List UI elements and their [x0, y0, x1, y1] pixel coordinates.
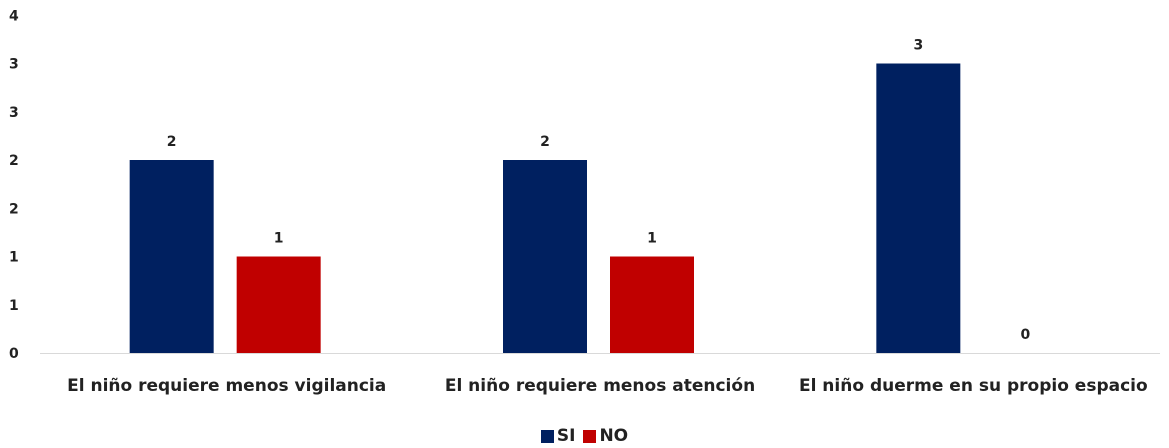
- x-category-label: El niño requiere menos atención: [445, 376, 755, 396]
- data-label: 1: [647, 231, 657, 247]
- legend-label: NO: [599, 426, 629, 446]
- legend-swatch: [583, 429, 597, 443]
- x-category-label: El niño requiere menos vigilancia: [67, 376, 386, 396]
- y-tick-label: 1: [9, 298, 19, 314]
- y-tick-label: 4: [9, 8, 19, 24]
- y-tick-label: 2: [9, 201, 19, 217]
- data-label: 1: [274, 231, 284, 247]
- legend-item-no: NO: [583, 426, 628, 446]
- legend-label: SI: [556, 426, 576, 446]
- data-label: 2: [167, 134, 177, 150]
- data-label: 3: [913, 38, 923, 54]
- x-category-label: El niño duerme en su propio espacio: [799, 376, 1148, 396]
- bar-no: [236, 256, 321, 353]
- y-tick-label: 3: [9, 105, 19, 121]
- bar-si: [503, 160, 587, 353]
- bar-si: [876, 63, 961, 353]
- data-label: 2: [540, 134, 550, 150]
- y-tick-label: 3: [9, 57, 19, 73]
- y-tick-label: 2: [9, 153, 19, 169]
- legend-item-si: SI: [540, 426, 576, 446]
- y-tick-label: 1: [9, 250, 19, 266]
- bar-si: [129, 160, 214, 353]
- legend-swatch: [540, 429, 554, 443]
- bar-no: [610, 256, 694, 353]
- bar-chart: 01122334421El niño requiere menos vigila…: [9, 8, 1160, 396]
- data-label: 0: [1020, 327, 1030, 343]
- legend: SI NO: [0, 424, 1169, 448]
- y-tick-label: 0: [9, 346, 19, 362]
